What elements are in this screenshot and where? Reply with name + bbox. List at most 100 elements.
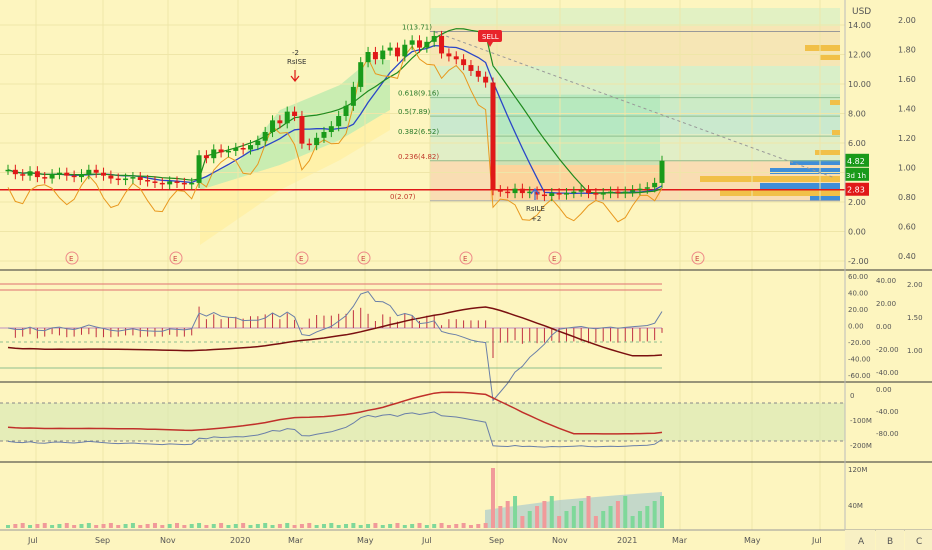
right-axis-tick: 2.00 — [898, 16, 916, 25]
volume-bar — [535, 506, 540, 528]
volume-bar — [226, 525, 231, 528]
control-button-b[interactable] — [876, 530, 904, 550]
candle-body — [608, 191, 614, 194]
candle-body — [137, 177, 143, 180]
candle-body — [174, 181, 180, 183]
buy-arrow-icon — [530, 188, 540, 200]
candle-body — [189, 182, 195, 185]
fib-zone-top — [430, 8, 840, 26]
volume-bar — [64, 523, 69, 528]
volume-bar — [520, 516, 525, 528]
volume-bar — [263, 523, 268, 528]
annotation-rsile: RsILE — [526, 205, 545, 213]
candle-body — [402, 44, 408, 57]
candle-body — [409, 40, 415, 45]
time-axis-tick: Jul — [27, 536, 38, 545]
earnings-marker[interactable] — [548, 251, 562, 265]
reference-price-label: 2.83 — [847, 186, 865, 195]
osc-right-axis-tick: 40.00 — [876, 277, 896, 285]
time-axis-tick: 2020 — [230, 536, 250, 545]
earnings-marker-label: E — [463, 255, 467, 263]
candle-body — [563, 193, 569, 195]
annotation-plus-two: +2 — [531, 215, 541, 223]
candle-body — [218, 149, 224, 153]
countdown-badge — [845, 167, 869, 181]
candle-body — [541, 194, 547, 197]
annotation-minus-two: -2 — [292, 49, 299, 57]
candle-body — [519, 188, 525, 194]
candle-body — [211, 149, 217, 159]
candle-body — [167, 181, 173, 185]
volume-bar — [660, 496, 664, 528]
right-axis-tick: 1.40 — [898, 105, 916, 114]
candle-body — [56, 172, 62, 175]
candle-body — [343, 105, 349, 116]
osc-left-axis-tick: -40.00 — [848, 356, 871, 364]
candle-body — [372, 52, 378, 60]
osc-main-line — [7, 306, 663, 357]
candle-body — [549, 193, 555, 196]
candlestick-series — [5, 30, 665, 202]
candle-body — [439, 36, 445, 54]
control-button-c[interactable] — [905, 530, 932, 550]
candle-body — [247, 145, 253, 150]
volume-bar — [28, 525, 33, 528]
earnings-marker[interactable] — [65, 251, 79, 265]
price-axis-tick: 14.00 — [848, 21, 871, 30]
indicator-lines — [0, 28, 845, 528]
volume-bar — [307, 523, 312, 528]
momentum-signal-line — [7, 411, 663, 448]
volume-bar — [579, 501, 584, 528]
earnings-marker[interactable] — [357, 251, 371, 265]
control-button-b-label: B — [887, 537, 893, 547]
candle-body — [145, 180, 151, 182]
osc-right-axis-tick: -40.00 — [876, 369, 899, 377]
earnings-marker-label: E — [361, 255, 365, 263]
fib-level-label: 0.618(9.16) — [398, 90, 439, 98]
volume-bar — [615, 501, 620, 528]
earnings-marker[interactable] — [691, 251, 705, 265]
volume-bar — [344, 524, 349, 528]
candle-body — [123, 178, 129, 181]
candle-body — [637, 188, 643, 191]
volume-bar — [483, 523, 488, 528]
price-axis-tick: 12.00 — [848, 51, 871, 60]
candle-body — [328, 126, 334, 132]
control-button-a-label: A — [858, 537, 865, 547]
volume-bar — [197, 523, 202, 528]
sell-signal-label: SELL — [482, 33, 499, 41]
volume-bar — [505, 501, 510, 528]
control-button-c-label: C — [916, 537, 922, 547]
time-axis-tick: Mar — [288, 536, 304, 545]
fib-level-label: 0.382(6.52) — [398, 128, 439, 136]
sell-arrow-icon — [290, 70, 300, 82]
osc-far-right-axis-tick: 1.50 — [907, 314, 923, 322]
candle-body — [115, 178, 121, 181]
last-price-label: 4.82 — [847, 157, 865, 166]
candle-body — [527, 191, 533, 194]
sell-signal-badge[interactable] — [478, 30, 502, 42]
earnings-marker[interactable] — [169, 251, 183, 265]
candle-body — [27, 171, 33, 176]
volume-bar — [446, 525, 451, 528]
time-axis-tick: Mar — [672, 536, 688, 545]
volume-bar — [564, 511, 569, 528]
volume-bar — [432, 524, 437, 528]
volume-bar — [373, 523, 378, 528]
osc-far-right-axis-tick: 1.00 — [907, 347, 923, 355]
trend-line[interactable] — [434, 31, 836, 179]
control-button-a[interactable] — [845, 530, 875, 550]
earnings-marker-label: E — [695, 255, 699, 263]
candle-body — [64, 172, 70, 176]
candle-body — [652, 182, 658, 188]
fib-level-label: 0.5(7.89) — [398, 108, 430, 116]
earnings-marker[interactable] — [459, 251, 473, 265]
earnings-marker[interactable] — [295, 251, 309, 265]
volume-bar — [211, 524, 216, 528]
bottom-controls: A B C — [845, 530, 932, 550]
volume-bar — [630, 516, 635, 528]
candle-body — [299, 116, 305, 144]
volume-bar — [72, 525, 77, 528]
candle-body — [225, 150, 231, 153]
